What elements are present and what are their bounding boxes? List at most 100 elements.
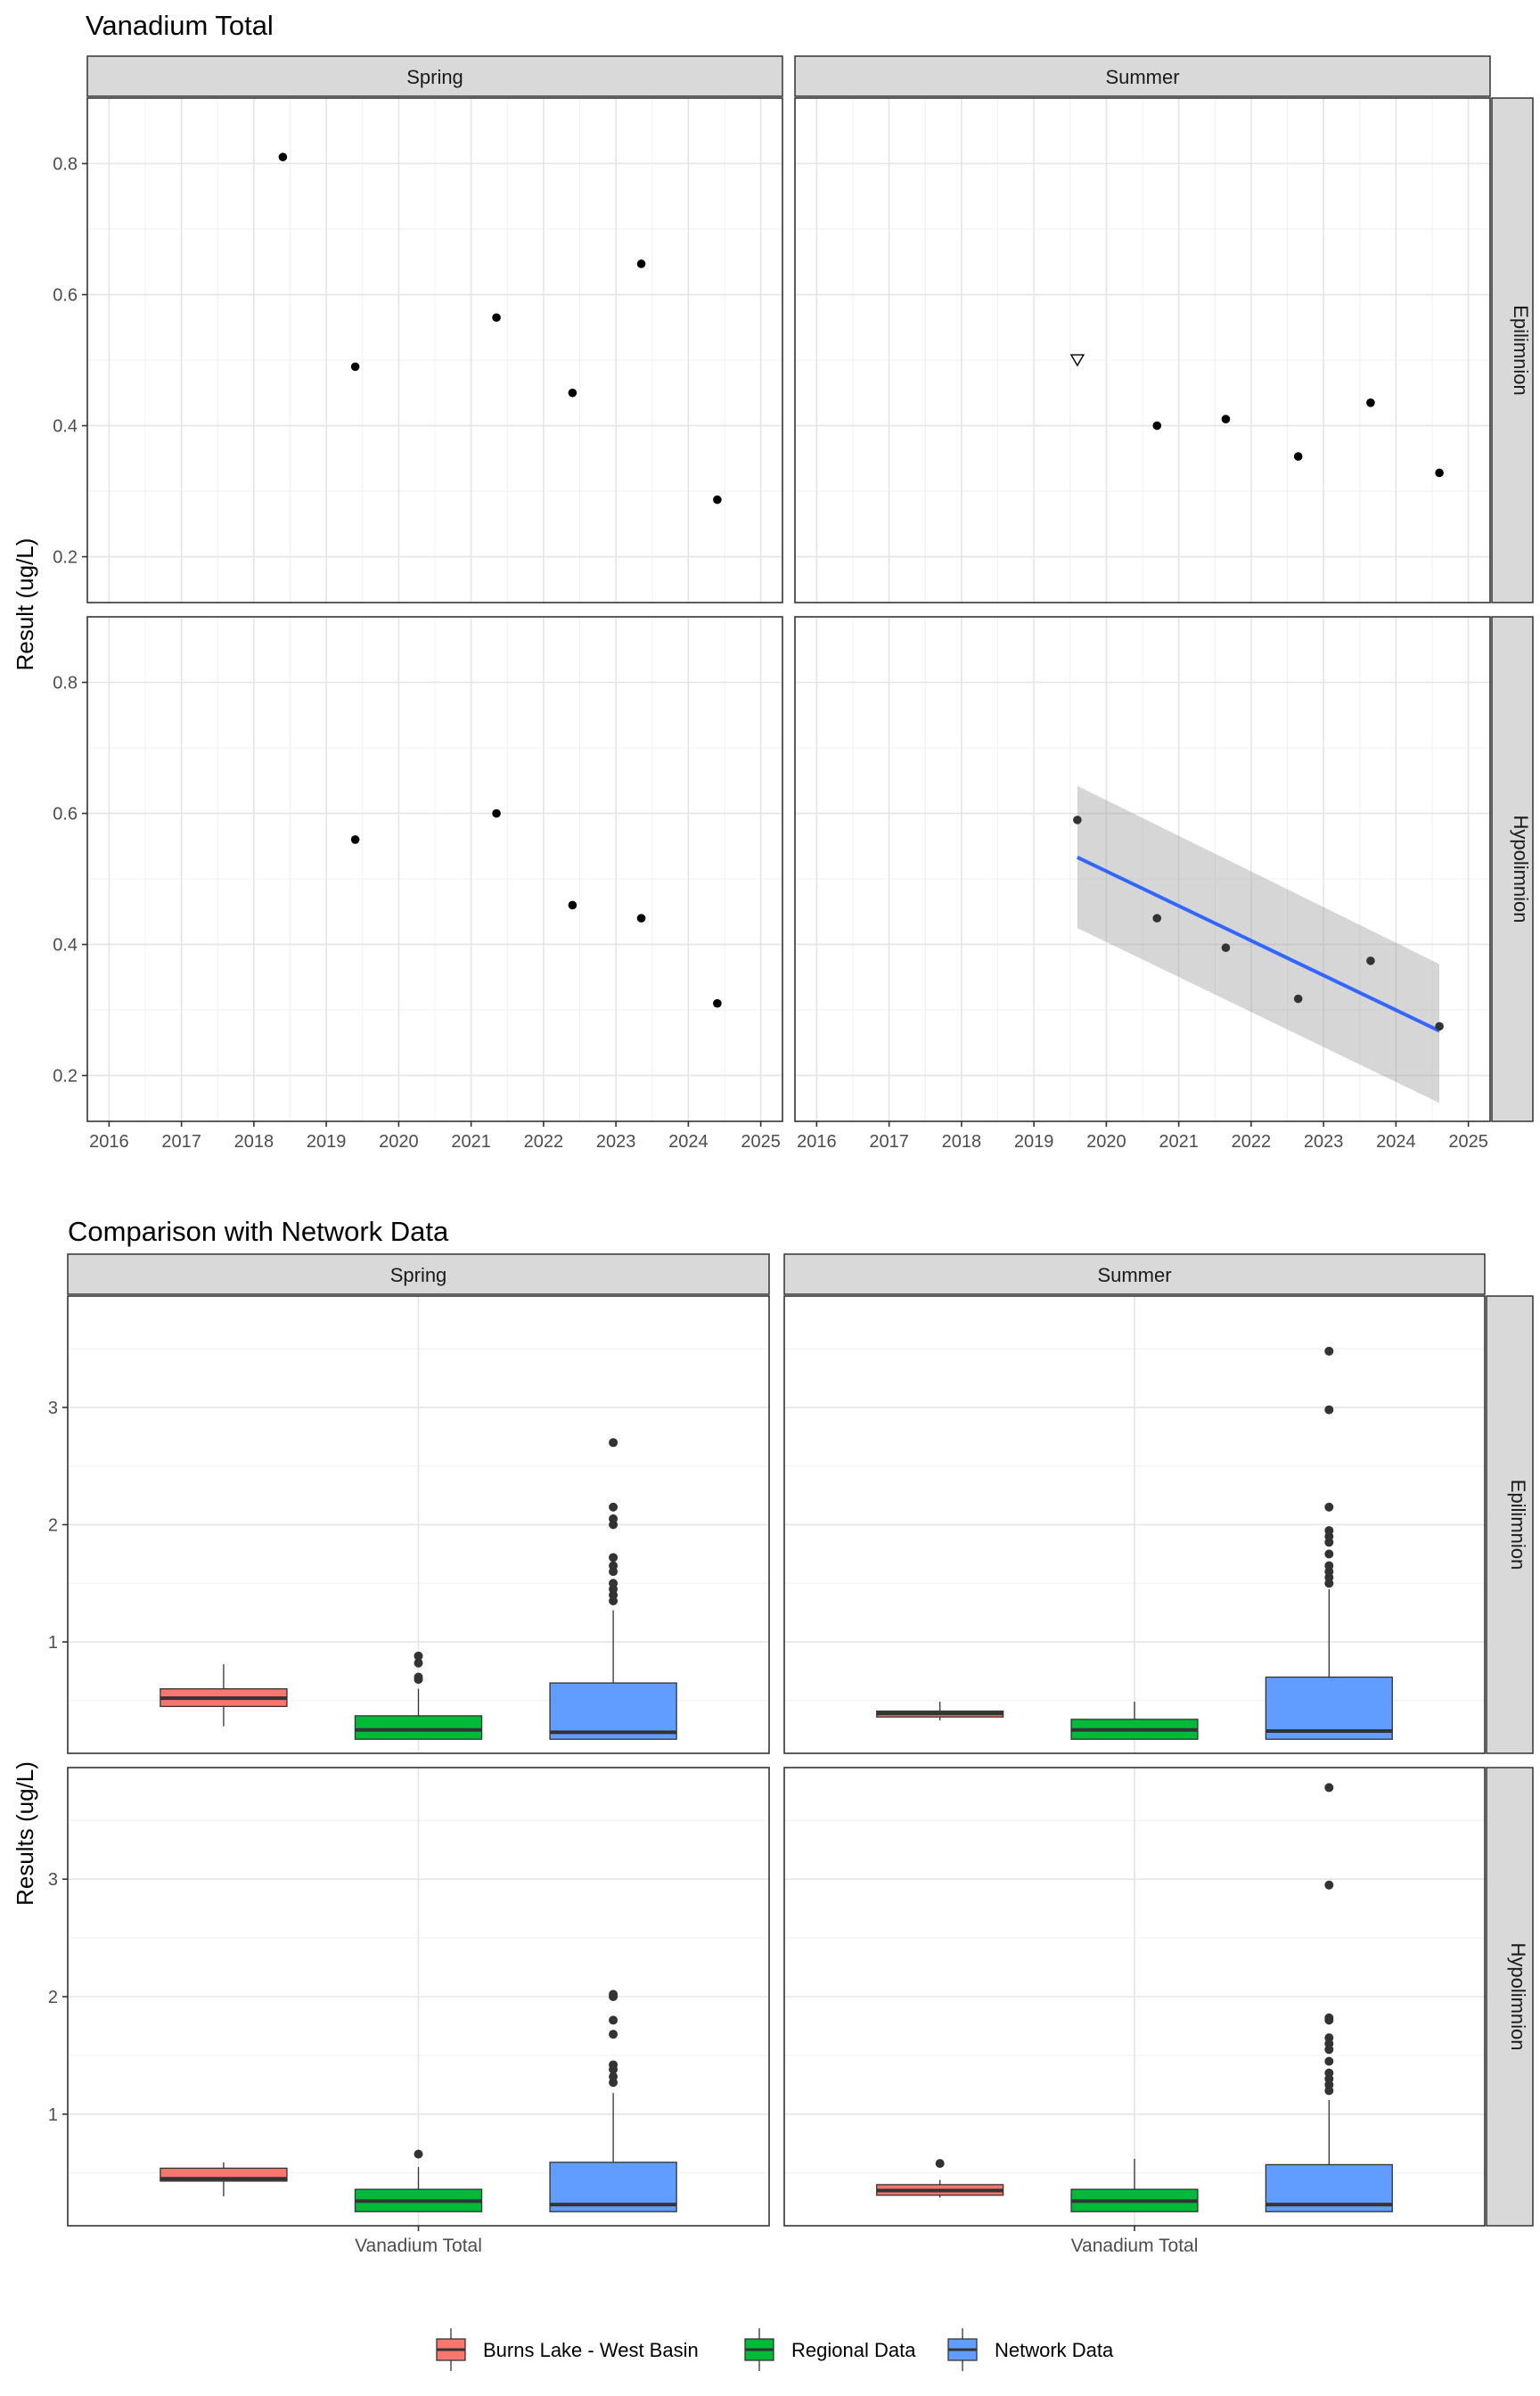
x-tick-label: 2018 (942, 1132, 982, 1152)
facet-strip (86, 55, 783, 97)
outlier-point (1324, 2056, 1334, 2066)
outlier-point (1324, 1880, 1334, 1890)
data-point (568, 900, 578, 910)
data-point (1366, 398, 1375, 407)
data-point (1435, 468, 1444, 478)
data-point (636, 914, 646, 923)
x-tick-label: 2016 (797, 1132, 837, 1152)
panel: Vanadium Total (783, 1767, 1486, 2256)
panel: 1 2 3 Vanadium Total (48, 1767, 770, 2256)
outlier-point (1324, 2068, 1334, 2078)
facet-strip (794, 55, 1491, 97)
x-tick-label: 2019 (1014, 1132, 1054, 1152)
scatter-title: Vanadium Total (86, 10, 274, 41)
outlier-point (1324, 1783, 1334, 1793)
data-point (1073, 816, 1082, 825)
trend-line (1077, 855, 1440, 1033)
data-point (278, 152, 288, 161)
facet-strip (783, 1253, 1486, 1295)
x-tick-label: 2022 (524, 1132, 564, 1152)
outlier-point (609, 1438, 618, 1448)
facet-label: Hypolimnion (1507, 1942, 1529, 2050)
outlier-point (609, 1514, 618, 1523)
data-point (568, 388, 578, 398)
facet-strip (1486, 1767, 1534, 2227)
outlier-point (1324, 1405, 1334, 1415)
box-plot-area: Spring Summer Epilimnion Hypolimnion 1 2 3 1 2 3 V… (48, 1253, 1534, 2256)
scatter-y-axis-label: Result (ug/L) (12, 538, 38, 671)
panel-border (794, 616, 1491, 1122)
x-tick-label: 2025 (1448, 1132, 1488, 1152)
outlier-point (1324, 1502, 1334, 1512)
legend-item: Regional Data (744, 2328, 916, 2371)
x-tick-label: 2020 (379, 1132, 419, 1152)
y-tick-label: 0.2 (53, 548, 78, 568)
legend-item: Burns Lake - West Basin (436, 2328, 699, 2371)
facet-strip (1491, 97, 1534, 603)
data-point (492, 313, 501, 323)
scatter-plot-area: Spring SummerEpilimnionHypolimnion0.20.40… (53, 55, 1534, 1152)
y-tick-label: 3 (48, 1870, 58, 1890)
outlier-point (609, 2030, 618, 2039)
panel (783, 1295, 1486, 1754)
data-point (1293, 452, 1303, 461)
x-tick-label: 2023 (596, 1132, 636, 1152)
outlier-point (609, 1553, 618, 1563)
outlier-point (1324, 1561, 1334, 1571)
x-tick-label: 2020 (1086, 1132, 1126, 1152)
x-tick-label: 2025 (741, 1132, 781, 1152)
x-tick-label: 2019 (307, 1132, 347, 1152)
y-tick-label: 0.6 (53, 286, 78, 306)
outlier-point (609, 1990, 618, 1999)
y-tick-label: 0.2 (53, 1067, 78, 1087)
outlier-point (414, 1658, 423, 1668)
facet-strip (67, 1253, 770, 1295)
legend-label: Burns Lake - West Basin (483, 2339, 699, 2361)
box (549, 1682, 677, 1740)
outlier-point (1324, 2013, 1334, 2023)
panel-border (86, 616, 783, 1122)
data-point (713, 998, 722, 1008)
data-point (1152, 421, 1162, 431)
x-tick-label: 2018 (234, 1132, 274, 1152)
box (354, 1715, 483, 1740)
x-tick-label: 2021 (451, 1132, 491, 1152)
outlier-point (414, 1651, 423, 1661)
facet-label: Summer (1097, 1264, 1171, 1286)
x-tick-label: 2024 (668, 1132, 709, 1152)
outlier-point (414, 1672, 423, 1682)
legend: Burns Lake - West Basin Regional Data Netw… (436, 2328, 1114, 2371)
y-tick-label: 1 (48, 1633, 58, 1653)
data-point (1435, 1022, 1444, 1031)
data-point (636, 259, 646, 268)
facet-label: Epilimnion (1510, 305, 1532, 396)
x-tick-label: 2017 (869, 1132, 909, 1152)
outlier-point (609, 1579, 618, 1588)
legend-item: Network Data (947, 2328, 1114, 2371)
x-tick-label: Vanadium Total (1071, 2236, 1199, 2256)
y-tick-label: 0.6 (53, 805, 78, 825)
outlier-point (609, 2072, 618, 2081)
x-tick-label: 2021 (1159, 1132, 1199, 1152)
data-point (1221, 943, 1231, 953)
box-title: Comparison with Network Data (68, 1216, 449, 1247)
data-point (492, 808, 501, 818)
x-tick-label: 2022 (1232, 1132, 1272, 1152)
outlier-point (609, 2060, 618, 2070)
facet-label: Spring (406, 66, 463, 88)
y-tick-label: 0.8 (53, 155, 78, 175)
facet-strip (1491, 616, 1534, 1122)
panel: 2016 2017 2018 2019 2020 2021 2022 2023 2024 2025 (794, 616, 1491, 1152)
facet-label: Spring (390, 1264, 447, 1286)
y-tick-label: 2 (48, 1516, 58, 1536)
y-tick-label: 2 (48, 1988, 58, 2007)
y-tick-label: 0.8 (53, 674, 78, 693)
panel: 0.2 0.4 0.6 0.8 (53, 97, 783, 603)
x-tick-label: Vanadium Total (355, 2236, 482, 2256)
outlier-point (609, 1502, 618, 1512)
facet-label: Epilimnion (1507, 1480, 1529, 1571)
panel-border (86, 97, 783, 603)
outlier-point (1324, 2033, 1334, 2043)
outlier-point (414, 2149, 423, 2159)
